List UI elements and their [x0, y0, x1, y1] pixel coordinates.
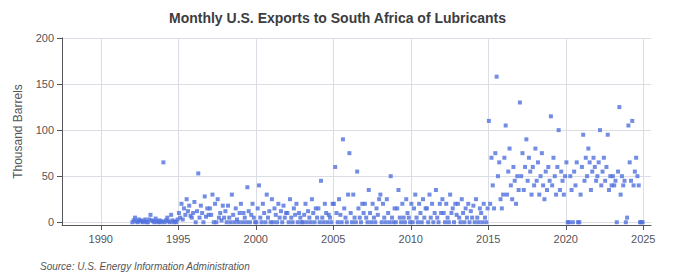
- svg-text:Monthly U.S. Exports to South: Monthly U.S. Exports to South Africa of …: [169, 10, 506, 26]
- svg-text:0: 0: [48, 216, 54, 228]
- svg-text:100: 100: [36, 124, 54, 136]
- svg-text:2010: 2010: [399, 233, 423, 245]
- svg-text:2020: 2020: [554, 233, 578, 245]
- svg-text:2025: 2025: [631, 233, 655, 245]
- svg-text:150: 150: [36, 78, 54, 90]
- svg-text:200: 200: [36, 32, 54, 44]
- svg-text:Source: U.S. Energy Informatio: Source: U.S. Energy Information Administ…: [40, 261, 250, 272]
- svg-text:50: 50: [42, 170, 54, 182]
- svg-text:Thousand Barrels: Thousand Barrels: [11, 84, 25, 179]
- svg-text:2005: 2005: [321, 233, 345, 245]
- svg-text:1990: 1990: [89, 233, 113, 245]
- svg-text:1995: 1995: [166, 233, 190, 245]
- svg-text:2015: 2015: [476, 233, 500, 245]
- svg-text:2000: 2000: [244, 233, 268, 245]
